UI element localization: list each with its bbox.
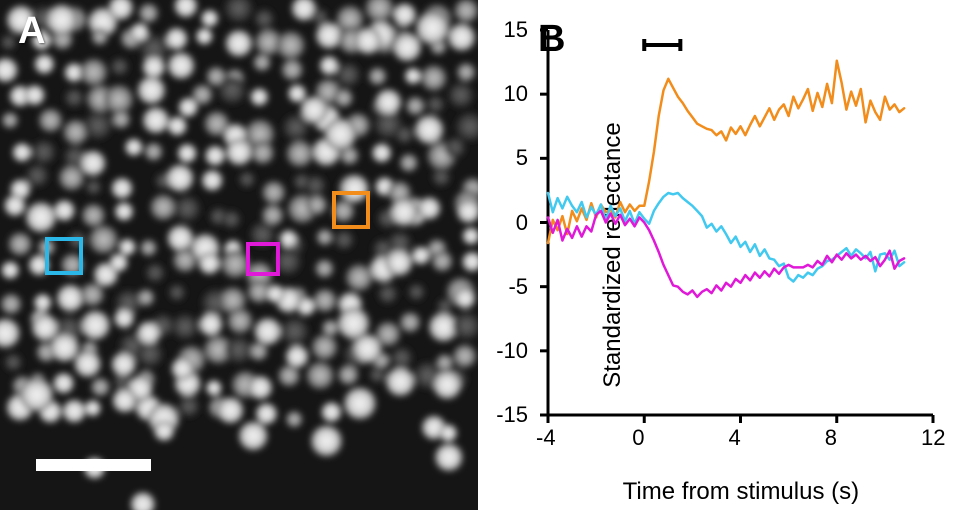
y-tick-label: 5 <box>516 145 528 171</box>
x-tick-label: 4 <box>729 425 741 451</box>
x-tick-label: 8 <box>825 425 837 451</box>
y-tick-label: -5 <box>508 274 528 300</box>
micrograph-image <box>0 0 478 510</box>
series-cyan <box>548 193 904 282</box>
stimulus-marker <box>644 39 680 51</box>
scale-bar <box>36 459 151 471</box>
chart-svg <box>538 20 938 460</box>
chart-plot-area <box>538 20 938 460</box>
y-tick-label: -15 <box>496 402 528 428</box>
y-tick-label: 15 <box>504 17 528 43</box>
y-tick-label: 10 <box>504 81 528 107</box>
y-tick-label: 0 <box>516 210 528 236</box>
panel-b-container: B Standardized reflectance Time from sti… <box>478 0 956 510</box>
panel-a-container: A <box>0 0 478 510</box>
micrograph-svg <box>0 0 478 510</box>
x-tick-label: -4 <box>536 425 556 451</box>
series-orange <box>548 61 904 243</box>
x-tick-label: 12 <box>921 425 945 451</box>
y-tick-label: -10 <box>496 338 528 364</box>
x-axis-title: Time from stimulus (s) <box>623 478 859 506</box>
x-tick-label: 0 <box>632 425 644 451</box>
